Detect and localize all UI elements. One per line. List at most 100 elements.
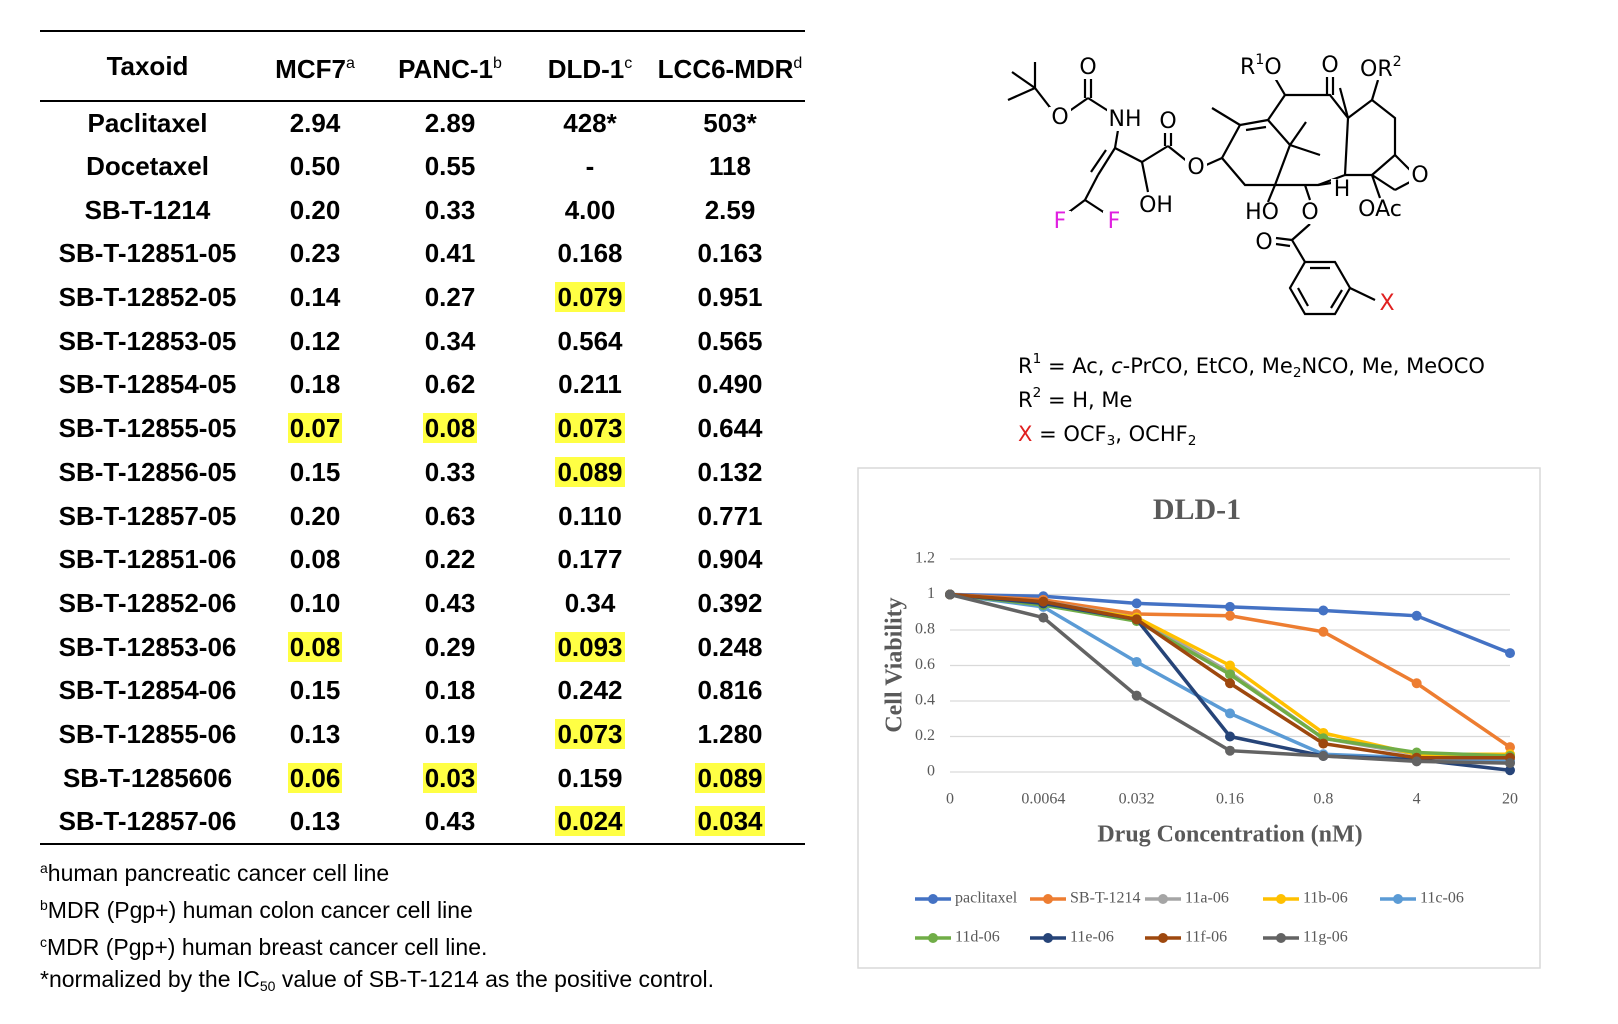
legend-marker <box>1158 894 1168 904</box>
text-part: , OCHF <box>1115 422 1187 446</box>
cell-value: 0.159 <box>557 762 623 793</box>
atom-backdrop <box>1049 211 1071 233</box>
taxoid-name: SB-T-12854-06 <box>58 675 237 706</box>
cell-value: 0.951 <box>697 282 763 313</box>
atom-backdrop <box>1299 202 1321 224</box>
cell-value: 0.565 <box>697 325 763 356</box>
structure-text: X = OCF3, OCHF2 <box>1018 422 1196 449</box>
atom-label: HO <box>1245 200 1279 225</box>
header-text: LCC6-MDR <box>657 53 794 84</box>
structure-text: R2 = H, Me <box>1018 385 1132 412</box>
text-part: c <box>40 934 47 950</box>
table-row: SB-T-12854-06 0.15 0.18 0.242 0.816 <box>40 669 805 713</box>
cell-value: 0.50 <box>289 151 341 182</box>
cell-value: 0.644 <box>697 413 763 444</box>
atom-backdrop <box>1358 56 1406 80</box>
table-cell: 0.63 <box>375 494 525 538</box>
table-cell: 0.771 <box>655 494 805 538</box>
table-row: SB-T-12851-05 0.23 0.41 0.168 0.163 <box>40 232 805 276</box>
taxoid-name: SB-T-12851-06 <box>58 544 237 575</box>
legend-label: 11f-06 <box>1185 929 1227 946</box>
taxoid-name: SB-T-12851-05 <box>58 238 237 269</box>
table-cell: 0.20 <box>255 494 375 538</box>
table-row: SB-T-12855-06 0.13 0.19 0.073 1.280 <box>40 713 805 757</box>
table-cell: 0.093 <box>525 625 655 669</box>
atom-backdrop <box>1049 107 1071 129</box>
table-cell: 0.12 <box>255 319 375 363</box>
text-part: 1 <box>1255 52 1264 68</box>
text-part: 2 <box>1188 433 1197 449</box>
data-point <box>1411 756 1422 767</box>
atom-label: F <box>1054 209 1067 234</box>
column-header: LCC6-MDRd <box>655 31 805 101</box>
data-point <box>1505 742 1515 753</box>
structure-text: R1O <box>1240 52 1282 80</box>
cell-value: 0.15 <box>289 675 341 706</box>
atom-label: O <box>1255 230 1272 255</box>
table-row: SB-T-12855-05 0.07 0.08 0.073 0.644 <box>40 407 805 451</box>
table-cell: 0.03 <box>375 756 525 800</box>
taxoid-name: Paclitaxel <box>87 107 208 138</box>
data-point <box>1225 669 1235 680</box>
atom-label: H <box>1334 177 1351 202</box>
table-row: SB-T-12856-05 0.15 0.33 0.089 0.132 <box>40 451 805 495</box>
table-row: Paclitaxel 2.94 2.89 428* 503* <box>40 101 805 145</box>
text-part: R <box>1240 55 1255 80</box>
table-cell: 0.08 <box>375 407 525 451</box>
x-axis-label: Drug Concentration (nM) <box>1097 822 1362 848</box>
highlighted-value: 0.089 <box>695 762 765 793</box>
table-row: SB-T-12853-06 0.08 0.29 0.093 0.248 <box>40 625 805 669</box>
table-row: Docetaxel 0.50 0.55 - 118 <box>40 145 805 189</box>
taxoid-name: SB-T-1285606 <box>62 762 233 793</box>
cell-value: 0.904 <box>697 544 763 575</box>
text-part: X <box>1018 422 1032 446</box>
cell-value: 428* <box>563 107 617 138</box>
legend-label: 11d-06 <box>955 929 1000 946</box>
highlighted-value: 0.073 <box>555 413 625 444</box>
table-cell: 0.34 <box>525 582 655 626</box>
data-point <box>1318 738 1329 749</box>
text-part: NCO, Me, MeOCO <box>1302 354 1485 378</box>
table-cell: 0.177 <box>525 538 655 582</box>
table-cell: 0.14 <box>255 276 375 320</box>
data-point <box>945 589 955 600</box>
footnote: bMDR (Pgp+) human colon cancer cell line <box>40 889 820 926</box>
data-point <box>1131 656 1142 667</box>
x-tick-label: 4 <box>1413 791 1421 808</box>
highlighted-value: 0.08 <box>422 413 478 444</box>
y-tick-label: 0 <box>927 763 935 780</box>
table-body: Paclitaxel 2.94 2.89 428* 503* Docetaxel 0.50 0… <box>40 101 805 844</box>
highlighted-value: 0.089 <box>555 456 625 487</box>
cell-value: 0.13 <box>289 718 341 749</box>
legend-label: paclitaxel <box>955 890 1018 907</box>
legend-marker <box>928 894 938 904</box>
data-point <box>1131 690 1142 701</box>
cell-value: 0.29 <box>424 631 476 662</box>
text-part: R <box>1018 388 1033 412</box>
table-row: SB-T-12857-05 0.20 0.63 0.110 0.771 <box>40 494 805 538</box>
cell-value: 0.18 <box>424 675 476 706</box>
text-part: OR <box>1360 57 1393 82</box>
text-part: 3 <box>1107 433 1116 449</box>
cell-value: 0.33 <box>424 456 476 487</box>
text-part: R <box>1018 354 1033 378</box>
cell-value: 0.15 <box>289 456 341 487</box>
table-row: SB-T-1214 0.20 0.33 4.00 2.59 <box>40 188 805 232</box>
chart-frame <box>857 467 1541 969</box>
taxoid-name: SB-T-1214 <box>84 194 211 225</box>
atom-label: O <box>1411 163 1428 188</box>
text-part: b <box>40 897 48 913</box>
table-cell: 0.159 <box>525 756 655 800</box>
atom-backdrop <box>1409 165 1431 187</box>
data-point <box>1411 610 1422 621</box>
column-header: MCF7a <box>255 31 375 101</box>
text-part: 2 <box>1293 365 1302 381</box>
data-point <box>1505 648 1515 659</box>
highlighted-value: 0.079 <box>555 282 625 313</box>
cell-value: 0.110 <box>558 500 622 531</box>
footnote: ahuman pancreatic cancer cell line <box>40 852 820 889</box>
table-cell: 0.06 <box>255 756 375 800</box>
y-tick-label: 1 <box>927 585 935 602</box>
